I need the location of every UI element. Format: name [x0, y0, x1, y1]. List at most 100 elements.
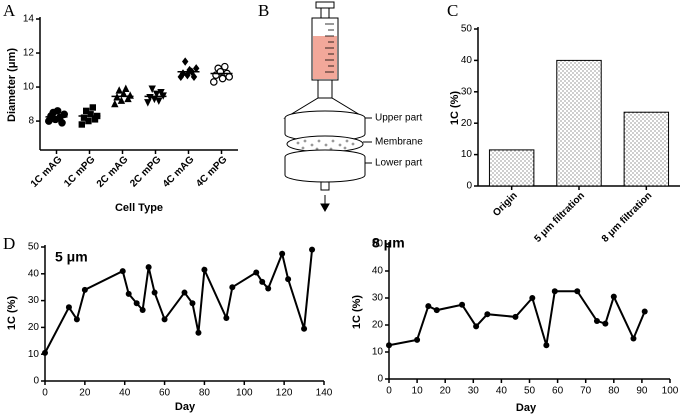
point: [122, 84, 130, 92]
point: [593, 317, 600, 324]
point: [139, 306, 146, 313]
diagram-label: Lower part: [375, 158, 422, 169]
bar: [488, 149, 535, 187]
point: [433, 307, 440, 314]
syringe-filter: [283, 1, 372, 213]
x-tick-label: 80: [608, 386, 620, 397]
point: [115, 86, 123, 94]
point: [87, 111, 94, 118]
point: [65, 304, 72, 311]
point: [602, 320, 609, 327]
y-tick-label: 14: [23, 14, 35, 25]
x-tick-label: 80: [199, 388, 211, 399]
x-tick-label: 5 μm filtration: [532, 190, 587, 245]
y-tick-label: 40: [28, 268, 40, 279]
x-tick-label: 10: [412, 386, 424, 397]
x-tick-label: 4C mPG: [194, 154, 229, 189]
point: [119, 89, 128, 98]
point: [610, 293, 617, 300]
point: [151, 289, 158, 296]
x-axis-label: Cell Type: [115, 202, 163, 214]
x-tick-label: 20: [440, 386, 452, 397]
y-axis-label: 1C (%): [351, 295, 363, 330]
x-tick-label: 100: [662, 386, 679, 397]
point: [58, 118, 66, 127]
point: [182, 57, 189, 66]
point: [53, 107, 62, 115]
point: [229, 284, 236, 291]
chart-title: 8 μm: [372, 235, 405, 251]
point: [144, 99, 152, 107]
x-tick-label: 90: [636, 386, 648, 397]
y-tick-label: 20: [461, 118, 473, 129]
point: [301, 325, 308, 332]
bar: [623, 111, 670, 187]
diagram-label: Membrane: [375, 137, 423, 148]
point: [279, 250, 286, 257]
point: [145, 264, 152, 271]
point: [285, 276, 292, 283]
point: [148, 85, 156, 93]
point: [179, 69, 187, 78]
point: [459, 301, 466, 308]
x-tick-label: 100: [236, 388, 253, 399]
y-tick-label: 20: [28, 322, 40, 333]
x-tick-label: 30: [468, 386, 480, 397]
x-tick-label: 0: [42, 388, 48, 399]
x-tick-label: Origin: [491, 190, 520, 219]
point: [253, 269, 260, 276]
point: [125, 290, 132, 297]
point: [543, 342, 550, 349]
point: [223, 315, 230, 322]
panel-label: A: [3, 1, 16, 20]
point: [484, 311, 491, 318]
x-axis-label: Day: [175, 401, 196, 413]
point: [574, 288, 581, 295]
point: [641, 308, 648, 315]
x-tick-label: 1C mAG: [29, 154, 65, 190]
bar: [556, 59, 602, 187]
y-tick-label: 0: [377, 374, 383, 385]
point: [309, 246, 316, 253]
y-tick-label: 10: [23, 82, 35, 93]
point: [155, 97, 163, 105]
point: [81, 286, 88, 293]
point: [133, 300, 140, 307]
y-tick-label: 20: [372, 320, 384, 331]
point: [201, 266, 208, 273]
chart-title: 5 μm: [55, 249, 88, 265]
y-tick-label: 10: [461, 149, 473, 160]
y-tick-label: 8: [28, 116, 34, 127]
y-tick-label: 40: [461, 55, 473, 66]
x-tick-label: 40: [119, 388, 131, 399]
point: [42, 349, 48, 356]
y-tick-label: 30: [461, 86, 473, 97]
x-tick-label: 8 μm filtration: [600, 190, 655, 245]
point: [91, 116, 99, 123]
y-axis-label: 1C (%): [449, 91, 461, 126]
y-tick-label: 0: [466, 181, 472, 192]
y-tick-label: 50: [461, 24, 473, 35]
point: [425, 303, 432, 310]
point: [126, 91, 134, 99]
x-tick-label: 120: [276, 388, 293, 399]
point: [473, 323, 480, 330]
point: [152, 90, 161, 99]
y-axis-label: Diameter (μm): [6, 48, 18, 122]
x-tick-label: 70: [580, 386, 592, 397]
y-tick-label: 30: [28, 295, 40, 306]
point: [221, 62, 229, 71]
point: [210, 78, 218, 86]
point: [551, 288, 558, 295]
x-axis-label: Day: [516, 402, 537, 414]
x-tick-label: 2C mPG: [128, 154, 163, 189]
point: [225, 73, 234, 81]
x-tick-label: 0: [386, 386, 392, 397]
point: [189, 300, 196, 307]
panel-label: C: [447, 1, 458, 20]
x-tick-label: 40: [496, 386, 508, 397]
x-tick-label: 4C mAG: [161, 154, 197, 190]
point: [193, 64, 200, 73]
point: [259, 278, 266, 285]
point: [190, 72, 198, 82]
